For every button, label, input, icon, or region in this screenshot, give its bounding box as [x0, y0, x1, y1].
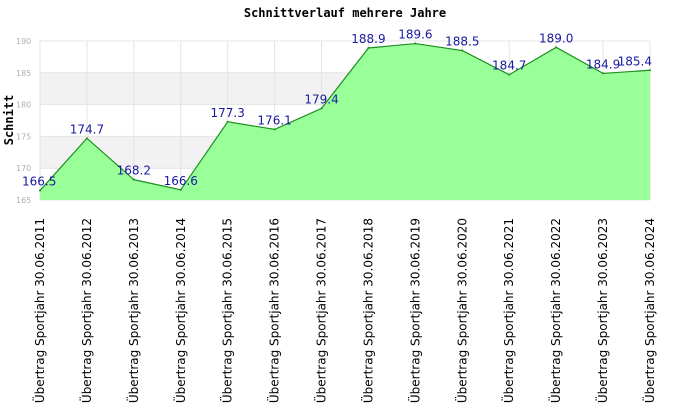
area-layer [39, 42, 651, 200]
data-label: 166.5 [22, 174, 56, 188]
x-tick-label: Übertrag Sportjahr 30.06.2016 [266, 218, 282, 403]
data-label: 177.3 [211, 106, 245, 120]
y-tick-label: 165 [16, 196, 31, 205]
series-line [39, 42, 651, 191]
x-axis-ticks: Übertrag Sportjahr 30.06.2011 Übertrag Sp… [31, 218, 657, 403]
data-point [39, 189, 41, 192]
y-axis-title: Schnitt [2, 95, 16, 146]
data-point [649, 69, 651, 72]
series-area [40, 43, 650, 200]
data-point [367, 46, 370, 49]
data-label: 166.6 [164, 174, 198, 188]
y-tick-label: 175 [16, 132, 31, 141]
x-tick-label: Übertrag Sportjahr 30.06.2017 [313, 218, 329, 403]
y-tick-label: 180 [16, 101, 31, 110]
x-tick-label: Übertrag Sportjahr 30.06.2021 [500, 218, 516, 403]
data-point [414, 42, 417, 45]
x-tick-label: Übertrag Sportjahr 30.06.2018 [359, 218, 375, 403]
data-label: 188.5 [445, 35, 479, 49]
data-label: 189.0 [539, 31, 573, 45]
y-tick-label: 185 [16, 69, 31, 78]
data-label: 189.6 [398, 28, 432, 42]
data-label: 174.7 [70, 122, 104, 136]
data-label: 179.4 [304, 92, 338, 106]
data-point [602, 72, 605, 75]
x-tick-label: Übertrag Sportjahr 30.06.2024 [641, 218, 657, 403]
data-point [273, 128, 276, 131]
x-tick-label: Übertrag Sportjahr 30.06.2022 [547, 218, 563, 403]
data-point [226, 120, 229, 123]
data-point [179, 188, 182, 191]
x-tick-label: Übertrag Sportjahr 30.06.2023 [594, 218, 610, 403]
data-label: 188.9 [351, 32, 385, 46]
x-tick-label: Übertrag Sportjahr 30.06.2020 [453, 218, 469, 403]
chart-title: Schnittverlauf mehrere Jahre [244, 6, 446, 20]
data-label: 168.2 [117, 164, 151, 178]
x-tick-label: Übertrag Sportjahr 30.06.2014 [172, 218, 188, 403]
data-point [320, 107, 323, 110]
x-tick-label: Übertrag Sportjahr 30.06.2013 [125, 218, 141, 403]
data-point [555, 46, 558, 49]
x-tick-label: Übertrag Sportjahr 30.06.2011 [31, 218, 47, 403]
data-point [461, 49, 464, 52]
data-point [132, 178, 135, 181]
data-label: 184.7 [492, 59, 526, 73]
x-tick-label: Übertrag Sportjahr 30.06.2012 [78, 218, 94, 403]
x-tick-label: Übertrag Sportjahr 30.06.2015 [219, 218, 235, 403]
x-tick-label: Übertrag Sportjahr 30.06.2019 [406, 218, 422, 403]
y-tick-label: 170 [16, 164, 31, 173]
data-point [508, 73, 511, 76]
y-tick-label: 190 [16, 37, 31, 46]
data-labels: 166.5 174.7 168.2 166.6 177.3 176.1 179.4 188.9… [22, 28, 652, 189]
data-label: 184.9 [586, 57, 620, 71]
data-point [85, 137, 88, 140]
data-label: 185.4 [618, 54, 652, 68]
data-label: 176.1 [257, 113, 291, 127]
